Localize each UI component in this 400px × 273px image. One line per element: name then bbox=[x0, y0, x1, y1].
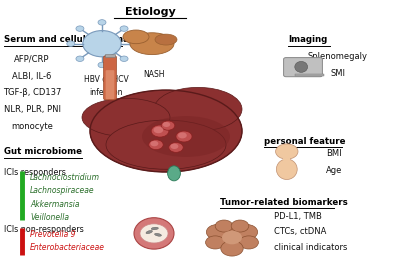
Text: ALBI, IL-6: ALBI, IL-6 bbox=[12, 72, 52, 81]
Text: Splenomegaly: Splenomegaly bbox=[308, 52, 368, 61]
Ellipse shape bbox=[276, 159, 297, 180]
FancyBboxPatch shape bbox=[104, 56, 116, 100]
Circle shape bbox=[170, 144, 178, 149]
Circle shape bbox=[98, 62, 106, 68]
Text: personal feature: personal feature bbox=[264, 136, 346, 146]
Text: Akkermansia: Akkermansia bbox=[30, 200, 80, 209]
Text: Veillonella: Veillonella bbox=[30, 213, 69, 222]
Ellipse shape bbox=[106, 120, 226, 169]
Text: AFP/CRP: AFP/CRP bbox=[14, 55, 50, 64]
Circle shape bbox=[98, 20, 106, 25]
Circle shape bbox=[169, 143, 183, 152]
Text: Lachnoclostridium: Lachnoclostridium bbox=[30, 173, 100, 182]
Circle shape bbox=[76, 26, 84, 31]
Circle shape bbox=[120, 26, 128, 31]
Circle shape bbox=[206, 224, 229, 240]
Text: NASH: NASH bbox=[143, 70, 165, 79]
Circle shape bbox=[150, 141, 158, 146]
Text: HBV or HCV: HBV or HCV bbox=[84, 75, 128, 84]
Ellipse shape bbox=[134, 218, 174, 249]
Ellipse shape bbox=[146, 230, 152, 234]
Text: Enterobacteriaceae: Enterobacteriaceae bbox=[30, 243, 105, 252]
Circle shape bbox=[239, 236, 258, 249]
Text: Tumor-related biomarkers: Tumor-related biomarkers bbox=[220, 198, 348, 207]
Ellipse shape bbox=[151, 227, 158, 230]
Bar bbox=[105, 54, 115, 57]
Text: Etiology: Etiology bbox=[125, 7, 175, 17]
Circle shape bbox=[176, 131, 192, 142]
Circle shape bbox=[129, 41, 137, 46]
Bar bbox=[295, 74, 324, 76]
Ellipse shape bbox=[154, 87, 242, 131]
Circle shape bbox=[276, 144, 298, 159]
Circle shape bbox=[222, 231, 242, 244]
Text: infection: infection bbox=[89, 88, 123, 97]
Circle shape bbox=[231, 220, 249, 232]
Text: monocyte: monocyte bbox=[11, 122, 53, 131]
Text: Serum and cellular biomarkers: Serum and cellular biomarkers bbox=[4, 35, 154, 44]
Ellipse shape bbox=[82, 98, 170, 136]
Circle shape bbox=[149, 140, 163, 150]
FancyBboxPatch shape bbox=[284, 58, 322, 77]
Text: Imaging: Imaging bbox=[288, 35, 327, 44]
Text: PD-L1, TMB: PD-L1, TMB bbox=[274, 212, 322, 221]
Ellipse shape bbox=[123, 30, 149, 44]
Circle shape bbox=[83, 31, 121, 57]
Text: SMI: SMI bbox=[330, 69, 346, 78]
Circle shape bbox=[221, 241, 243, 256]
FancyBboxPatch shape bbox=[106, 70, 114, 99]
Ellipse shape bbox=[90, 90, 242, 172]
Ellipse shape bbox=[154, 233, 162, 236]
Text: BMI: BMI bbox=[326, 149, 342, 158]
Ellipse shape bbox=[142, 116, 230, 157]
Circle shape bbox=[120, 56, 128, 61]
Text: Prevotella 9: Prevotella 9 bbox=[30, 230, 76, 239]
Circle shape bbox=[178, 132, 187, 138]
Text: Lachnospiraceae: Lachnospiraceae bbox=[30, 186, 95, 195]
Ellipse shape bbox=[168, 166, 180, 181]
Text: ICIs responders: ICIs responders bbox=[4, 168, 66, 177]
Ellipse shape bbox=[155, 34, 177, 45]
Circle shape bbox=[161, 121, 175, 130]
Circle shape bbox=[76, 56, 84, 61]
Circle shape bbox=[67, 41, 75, 46]
Circle shape bbox=[151, 125, 169, 137]
Circle shape bbox=[163, 122, 170, 127]
Text: Age: Age bbox=[326, 166, 342, 175]
Circle shape bbox=[140, 224, 168, 243]
Circle shape bbox=[154, 127, 163, 133]
Ellipse shape bbox=[295, 61, 308, 72]
Circle shape bbox=[215, 220, 233, 232]
Text: Gut microbiome: Gut microbiome bbox=[4, 147, 82, 156]
Text: clinical indicators: clinical indicators bbox=[274, 243, 347, 252]
Text: NLR, PLR, PNI: NLR, PLR, PNI bbox=[4, 105, 60, 114]
Ellipse shape bbox=[130, 33, 174, 55]
Circle shape bbox=[206, 236, 225, 249]
Text: CTCs, ctDNA: CTCs, ctDNA bbox=[274, 227, 326, 236]
Circle shape bbox=[218, 228, 246, 247]
Circle shape bbox=[235, 224, 258, 240]
Text: TGF-β, CD137: TGF-β, CD137 bbox=[3, 88, 61, 97]
Text: ICIs non-responders: ICIs non-responders bbox=[4, 225, 84, 234]
Bar bbox=[283, 155, 290, 160]
